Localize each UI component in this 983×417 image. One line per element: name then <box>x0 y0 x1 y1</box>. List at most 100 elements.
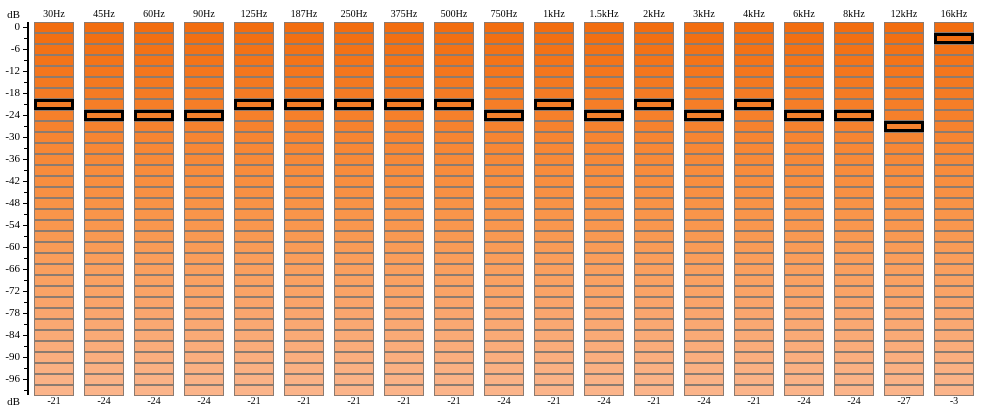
level-cell[interactable] <box>684 143 724 154</box>
level-cell[interactable] <box>284 143 324 154</box>
level-cell[interactable] <box>284 363 324 374</box>
level-cell[interactable] <box>434 44 474 55</box>
level-cell[interactable] <box>384 209 424 220</box>
level-cell[interactable] <box>434 253 474 264</box>
level-cell[interactable] <box>234 286 274 297</box>
selected-level-cell[interactable] <box>184 110 224 121</box>
level-cell[interactable] <box>334 242 374 253</box>
selected-level-cell[interactable] <box>684 110 724 121</box>
level-cell[interactable] <box>584 385 624 396</box>
level-cell[interactable] <box>734 165 774 176</box>
selected-level-cell[interactable] <box>284 99 324 110</box>
level-cell[interactable] <box>634 231 674 242</box>
level-cell[interactable] <box>934 297 974 308</box>
level-cell[interactable] <box>284 253 324 264</box>
level-cell[interactable] <box>134 385 174 396</box>
level-cell[interactable] <box>284 198 324 209</box>
level-cell[interactable] <box>134 77 174 88</box>
level-cell[interactable] <box>584 363 624 374</box>
level-cell[interactable] <box>584 198 624 209</box>
level-cell[interactable] <box>384 77 424 88</box>
level-cell[interactable] <box>684 220 724 231</box>
level-cell[interactable] <box>734 44 774 55</box>
level-cell[interactable] <box>384 264 424 275</box>
level-cell[interactable] <box>434 385 474 396</box>
level-cell[interactable] <box>184 242 224 253</box>
level-cell[interactable] <box>234 55 274 66</box>
level-cell[interactable] <box>234 143 274 154</box>
level-cell[interactable] <box>534 308 574 319</box>
level-cell[interactable] <box>184 231 224 242</box>
level-cell[interactable] <box>284 352 324 363</box>
level-cell[interactable] <box>834 374 874 385</box>
level-cell[interactable] <box>784 99 824 110</box>
level-cell[interactable] <box>784 352 824 363</box>
level-cell[interactable] <box>734 66 774 77</box>
level-cell[interactable] <box>384 231 424 242</box>
level-cell[interactable] <box>134 143 174 154</box>
level-cell[interactable] <box>884 187 924 198</box>
level-cell[interactable] <box>384 374 424 385</box>
level-cell[interactable] <box>734 297 774 308</box>
level-cell[interactable] <box>384 352 424 363</box>
level-cell[interactable] <box>484 330 524 341</box>
level-cell[interactable] <box>534 253 574 264</box>
level-cell[interactable] <box>84 330 124 341</box>
level-cell[interactable] <box>884 33 924 44</box>
selected-level-cell[interactable] <box>884 121 924 132</box>
level-cell[interactable] <box>334 165 374 176</box>
level-cell[interactable] <box>584 99 624 110</box>
level-cell[interactable] <box>84 143 124 154</box>
level-cell[interactable] <box>334 297 374 308</box>
level-cell[interactable] <box>734 286 774 297</box>
level-cell[interactable] <box>634 132 674 143</box>
level-cell[interactable] <box>334 22 374 33</box>
level-cell[interactable] <box>34 110 74 121</box>
level-cell[interactable] <box>34 22 74 33</box>
level-cell[interactable] <box>634 275 674 286</box>
level-cell[interactable] <box>334 88 374 99</box>
level-cell[interactable] <box>334 330 374 341</box>
level-cell[interactable] <box>684 297 724 308</box>
level-cell[interactable] <box>534 121 574 132</box>
level-cell[interactable] <box>484 55 524 66</box>
level-cell[interactable] <box>634 198 674 209</box>
level-cell[interactable] <box>584 77 624 88</box>
level-cell[interactable] <box>934 198 974 209</box>
level-cell[interactable] <box>284 308 324 319</box>
level-cell[interactable] <box>384 275 424 286</box>
level-cell[interactable] <box>834 77 874 88</box>
level-cell[interactable] <box>284 231 324 242</box>
level-cell[interactable] <box>784 198 824 209</box>
level-cell[interactable] <box>784 44 824 55</box>
level-cell[interactable] <box>634 341 674 352</box>
level-cell[interactable] <box>284 209 324 220</box>
level-cell[interactable] <box>634 374 674 385</box>
level-cell[interactable] <box>484 286 524 297</box>
level-cell[interactable] <box>434 176 474 187</box>
level-cell[interactable] <box>684 77 724 88</box>
level-cell[interactable] <box>484 99 524 110</box>
level-cell[interactable] <box>784 253 824 264</box>
level-cell[interactable] <box>34 44 74 55</box>
level-cell[interactable] <box>284 341 324 352</box>
level-cell[interactable] <box>634 253 674 264</box>
level-cell[interactable] <box>634 286 674 297</box>
level-cell[interactable] <box>384 143 424 154</box>
level-cell[interactable] <box>234 231 274 242</box>
level-cell[interactable] <box>184 220 224 231</box>
level-cell[interactable] <box>134 99 174 110</box>
band-slider[interactable] <box>684 22 724 396</box>
level-cell[interactable] <box>934 209 974 220</box>
level-cell[interactable] <box>834 385 874 396</box>
level-cell[interactable] <box>134 198 174 209</box>
level-cell[interactable] <box>884 330 924 341</box>
level-cell[interactable] <box>434 231 474 242</box>
level-cell[interactable] <box>84 187 124 198</box>
level-cell[interactable] <box>334 198 374 209</box>
level-cell[interactable] <box>834 242 874 253</box>
level-cell[interactable] <box>534 143 574 154</box>
level-cell[interactable] <box>234 110 274 121</box>
level-cell[interactable] <box>784 374 824 385</box>
level-cell[interactable] <box>684 330 724 341</box>
